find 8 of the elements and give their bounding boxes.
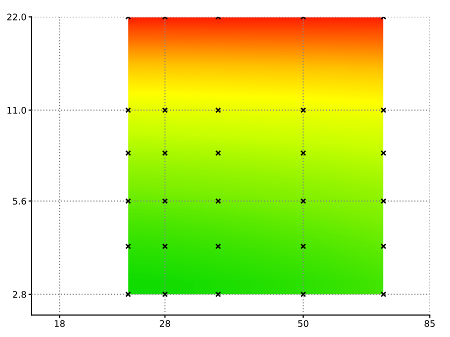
x-tick-label: 85 bbox=[424, 320, 435, 327]
y-tick-label: 11.0 bbox=[8, 106, 26, 114]
x-tick-label: 18 bbox=[54, 320, 65, 327]
y-tick-label: 2.8 bbox=[12, 291, 26, 298]
y-tick-label: 22.0 bbox=[7, 14, 26, 20]
x-tick-label: 50 bbox=[298, 320, 308, 327]
x-tick-label: 28 bbox=[160, 320, 170, 327]
y-tick-label: 5.6 bbox=[12, 198, 26, 205]
